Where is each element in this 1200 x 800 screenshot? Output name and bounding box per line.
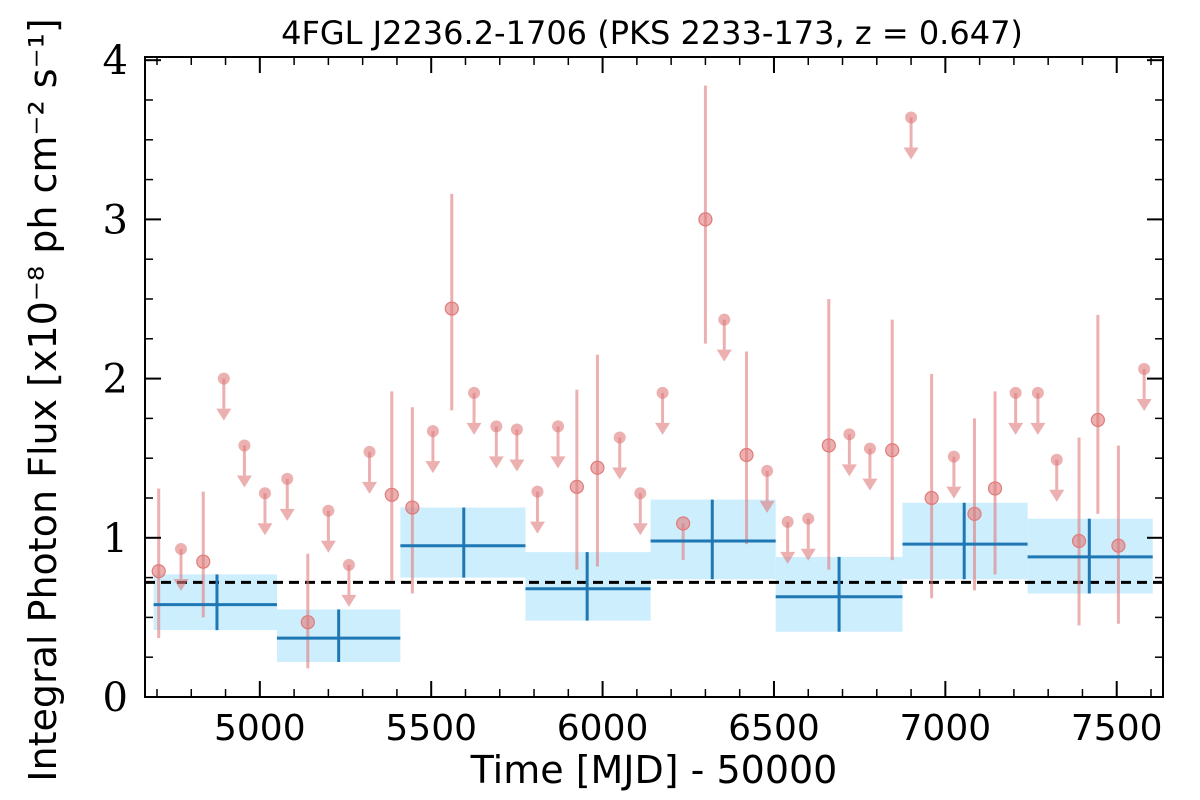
upper-limit-point	[238, 439, 251, 452]
upper-limit-arrow	[341, 594, 357, 607]
upper-limit-point	[1050, 453, 1063, 466]
x-tick-label: 6000	[557, 708, 649, 749]
upper-limit-point	[613, 431, 626, 444]
upper-limit-arrow	[466, 422, 482, 435]
upper-limit-point	[258, 487, 271, 500]
upper-limit-arrow	[1136, 399, 1152, 412]
flux-point	[1111, 538, 1126, 553]
upper-limit-arrow	[279, 508, 295, 521]
y-tick-label: 1	[103, 516, 128, 562]
y-tick-label: 4	[103, 38, 128, 84]
flux-point	[196, 554, 211, 569]
x-tick-label: 5500	[385, 708, 477, 749]
flux-points	[151, 85, 1152, 669]
upper-limit-arrow	[946, 486, 962, 499]
upper-limit-arrow	[1049, 489, 1065, 502]
upper-limit-point	[531, 485, 544, 498]
flux-point	[924, 490, 939, 506]
upper-limit-point	[905, 111, 918, 124]
y-tick-label: 2	[103, 357, 128, 403]
upper-limit-point	[510, 423, 523, 436]
flux-point	[1090, 412, 1105, 428]
upper-limit-point	[781, 515, 794, 528]
upper-limit-arrow	[488, 456, 504, 469]
flux-point	[444, 301, 459, 316]
upper-limit-point	[1138, 363, 1151, 376]
upper-limit-arrow	[716, 349, 732, 362]
y-axis-title: Integral Photon Flux [x10⁻⁸ ph cm⁻² s⁻¹]	[21, 18, 65, 781]
flux-point	[384, 487, 399, 502]
upper-limit-point	[426, 425, 439, 438]
upper-limit-arrow	[800, 548, 816, 561]
upper-limit-point	[281, 472, 294, 485]
flux-point	[987, 481, 1003, 496]
x-tick-label: 7500	[1071, 708, 1163, 749]
y-tick-labels: 0 1 2 3 4	[103, 38, 128, 721]
flux-point	[405, 500, 420, 515]
upper-limit-point	[217, 372, 230, 385]
flux-point	[569, 479, 584, 494]
flux-point	[698, 212, 713, 227]
flux-point	[676, 516, 691, 531]
upper-limit-arrow	[1008, 422, 1024, 435]
upper-limit-arrow	[655, 422, 671, 435]
flux-point	[821, 438, 836, 453]
upper-limit-point	[802, 512, 815, 525]
x-tick-label: 6500	[728, 708, 820, 749]
upper-limit-arrow	[509, 459, 525, 472]
upper-limit-arrow	[362, 481, 378, 494]
upper-limit-point	[342, 558, 355, 571]
upper-limit-arrow	[320, 540, 336, 553]
x-axis-title: Time [MJD] - 50000	[470, 748, 838, 792]
upper-limit-point	[718, 313, 731, 326]
y-tick-label: 3	[103, 197, 128, 243]
x-tick-label: 7000	[900, 708, 992, 749]
upper-limit-arrow	[1030, 422, 1046, 435]
upper-limit-arrow	[257, 523, 273, 536]
upper-limit-point	[490, 420, 503, 433]
plot-frame	[144, 56, 1164, 698]
upper-limit-point	[761, 464, 774, 477]
upper-limit-point	[863, 442, 876, 455]
flux-point	[590, 460, 605, 475]
upper-limit-point	[1031, 386, 1044, 399]
upper-limit-arrow	[841, 464, 857, 477]
upper-limit-point	[634, 487, 647, 500]
upper-limit-point	[552, 420, 565, 433]
upper-limit-arrow	[425, 461, 441, 474]
flux-point	[151, 564, 166, 579]
x-tick-label: 5000	[214, 708, 306, 749]
flux-point	[967, 506, 982, 522]
x-tick-labels: 5000 5500 6000 6500 7000 7500	[214, 708, 1163, 749]
flux-point	[739, 447, 754, 463]
upper-limit-arrow	[632, 523, 648, 536]
upper-limit-point	[468, 386, 481, 399]
upper-limit-point	[947, 450, 960, 463]
upper-limit-point	[656, 386, 669, 399]
upper-limit-arrow	[612, 467, 628, 480]
upper-limit-arrow	[236, 475, 252, 488]
upper-limit-arrow	[862, 478, 878, 491]
upper-limit-point	[174, 542, 187, 555]
upper-limit-arrow	[216, 408, 232, 421]
upper-limit-point	[843, 428, 856, 441]
binned-flux	[153, 499, 1153, 662]
upper-limit-point	[1009, 386, 1022, 399]
flux-point	[885, 443, 900, 458]
axis-ticks	[145, 57, 1163, 698]
chart-title: 4FGL J2236.2-1706 (PKS 2233-173, z = 0.6…	[281, 14, 1023, 52]
y-tick-label: 0	[103, 675, 128, 721]
upper-limit-arrow	[903, 147, 919, 160]
upper-limit-point	[322, 504, 335, 517]
upper-limit-arrow	[759, 500, 775, 513]
upper-limit-arrow	[529, 521, 545, 534]
upper-limit-point	[363, 445, 376, 458]
upper-limit-arrow	[173, 578, 189, 591]
upper-limit-arrow	[550, 456, 566, 469]
flux-point	[300, 615, 315, 630]
upper-limit-arrow	[780, 551, 796, 564]
flux-point	[1071, 533, 1087, 549]
